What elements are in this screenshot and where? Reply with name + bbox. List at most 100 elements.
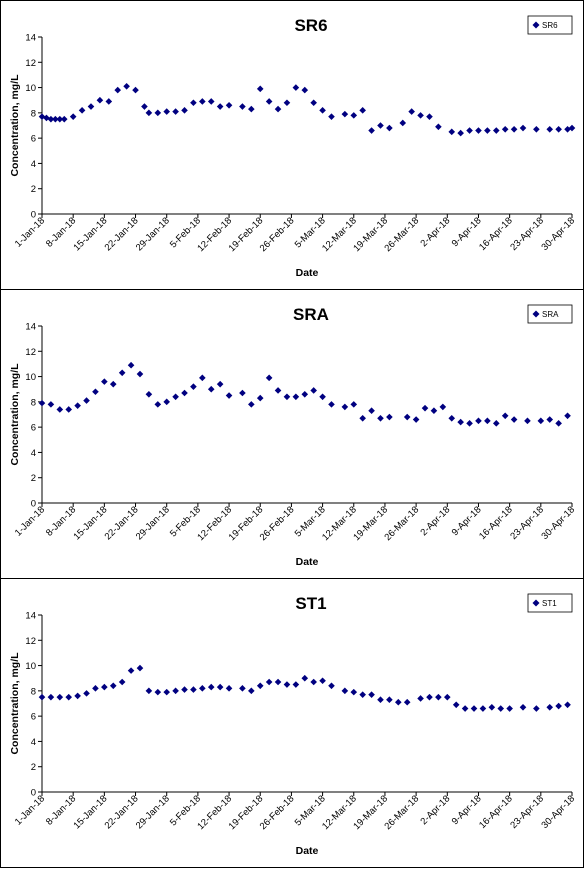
data-point (310, 99, 317, 107)
y-tick-label: 0 (31, 210, 36, 221)
data-point (292, 681, 300, 688)
data-point (92, 685, 99, 692)
data-point (154, 401, 162, 408)
data-point (310, 678, 317, 686)
data-point (163, 688, 171, 696)
y-axis-title: Concentration, mg/L (9, 363, 21, 466)
chart-title: SR6 (294, 16, 327, 35)
data-point (510, 416, 518, 423)
x-tick-label: 30-Apr-18 (539, 504, 577, 542)
data-point (127, 361, 135, 369)
data-point (83, 397, 90, 404)
data-point (109, 380, 117, 388)
legend-box (527, 593, 573, 613)
legend-marker (532, 310, 540, 318)
data-point (448, 414, 456, 422)
data-point (301, 86, 309, 94)
data-point (395, 698, 402, 706)
data-point (435, 123, 442, 131)
data-point (225, 392, 233, 399)
data-point (74, 692, 81, 700)
chart-panel-st1: ST1 0 2 4 6 8 10 12 14 1-Jan-18 8-Jan-18 15-Jan-18 2… (0, 578, 584, 868)
data-point (141, 103, 148, 110)
x-tick-label: 26-Mar-18 (382, 215, 421, 254)
y-tick-label: 12 (25, 58, 36, 69)
data-point (225, 101, 233, 109)
data-point (60, 115, 68, 123)
data-point (301, 390, 309, 398)
data-point (568, 124, 576, 132)
y-tick-label: 4 (31, 737, 36, 748)
y-axis-title: Concentration, mg/L (9, 652, 21, 755)
data-point (519, 703, 527, 711)
data-point (56, 693, 64, 701)
data-point (181, 107, 188, 114)
data-point (488, 703, 496, 711)
data-point (181, 389, 188, 397)
data-point (377, 414, 384, 422)
data-point (466, 127, 473, 134)
data-point (239, 103, 246, 110)
data-point (163, 398, 171, 406)
chart-title: ST1 (295, 594, 326, 613)
chart-panel-sr6: SR6 0 2 4 6 8 10 12 14 1-Jan-18 8-Jan-18 15-Jan-18 2… (0, 0, 584, 290)
y-tick-label: 14 (25, 322, 36, 333)
chart-svg: ST1024681012141-Jan-188-Jan-1815-Jan-182… (9, 593, 577, 857)
data-point (145, 390, 153, 398)
data-point (248, 105, 255, 113)
x-axis-title: Date (296, 556, 319, 568)
data-point (38, 693, 46, 701)
y-tick-label: 12 (25, 347, 36, 358)
data-point (47, 115, 55, 123)
data-point (132, 86, 139, 94)
data-point (470, 705, 478, 712)
data-point (92, 388, 99, 396)
data-point (248, 401, 255, 408)
data-point (172, 687, 179, 695)
data-point (448, 128, 456, 136)
legend: ST1 (527, 593, 573, 613)
data-point (256, 394, 264, 402)
data-point (216, 103, 224, 110)
data-point (443, 693, 451, 701)
y-tick-label: 10 (25, 372, 36, 383)
data-point (274, 678, 282, 686)
y-tick-label: 10 (25, 83, 36, 94)
data-point (350, 688, 358, 696)
legend-marker (532, 599, 540, 607)
data-point (43, 114, 50, 122)
data-point (461, 705, 469, 712)
x-tick-label: 2-Apr-18 (418, 793, 452, 827)
data-point (492, 127, 500, 134)
y-tick-label: 0 (31, 499, 36, 510)
y-tick-label: 8 (31, 397, 36, 408)
data-point (564, 701, 571, 709)
data-point (190, 99, 197, 107)
data-point (56, 406, 64, 413)
data-point (359, 414, 366, 422)
data-point (239, 389, 246, 397)
data-point (399, 119, 407, 127)
y-tick-label: 6 (31, 423, 36, 434)
data-point (292, 84, 300, 91)
legend-label: SR6 (542, 21, 558, 30)
x-tick-label: 2-Apr-18 (418, 215, 452, 249)
legend-label: SRA (542, 310, 559, 319)
data-point (421, 404, 429, 412)
data-point (136, 664, 144, 672)
data-point (87, 103, 95, 110)
data-point (403, 413, 411, 421)
legend-label: ST1 (542, 599, 557, 608)
data-point (533, 705, 540, 712)
data-point (65, 406, 73, 413)
x-tick-label: 30-Apr-18 (539, 215, 577, 253)
data-point (207, 683, 215, 691)
x-tick-label: 2-Apr-18 (418, 504, 452, 538)
chart-svg: SR6024681012141-Jan-188-Jan-1815-Jan-182… (9, 15, 577, 279)
legend-box (527, 304, 573, 324)
data-point (341, 110, 349, 118)
data-point (492, 420, 500, 427)
data-point (101, 683, 108, 691)
data-point (105, 98, 113, 105)
legend-box (527, 15, 573, 35)
